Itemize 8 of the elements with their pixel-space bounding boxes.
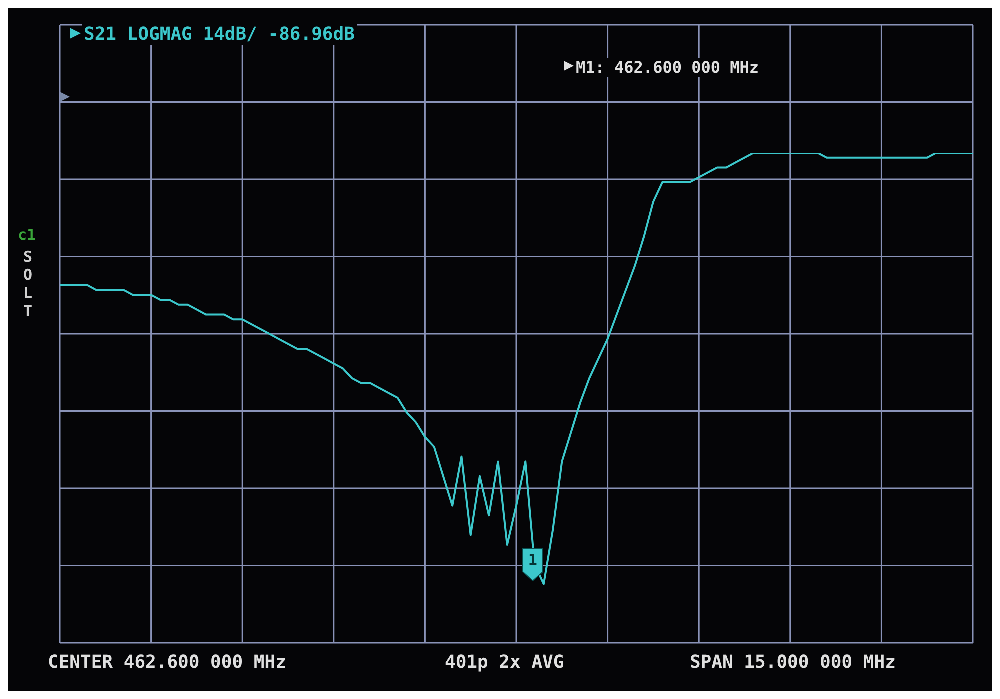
annotation: 1 [527, 551, 538, 569]
chart-title: S21 LOGMAG 14dB/ -86.96dB [82, 24, 357, 45]
text: SOLT [19, 248, 37, 320]
text: M1: 462.600 000 MHz [574, 58, 762, 77]
text: CENTER 462.600 000 MHz [48, 652, 286, 673]
text: c1 [18, 226, 36, 244]
text: SPAN 15.000 000 MHz [690, 652, 896, 673]
text: 401p 2x AVG [445, 652, 564, 673]
